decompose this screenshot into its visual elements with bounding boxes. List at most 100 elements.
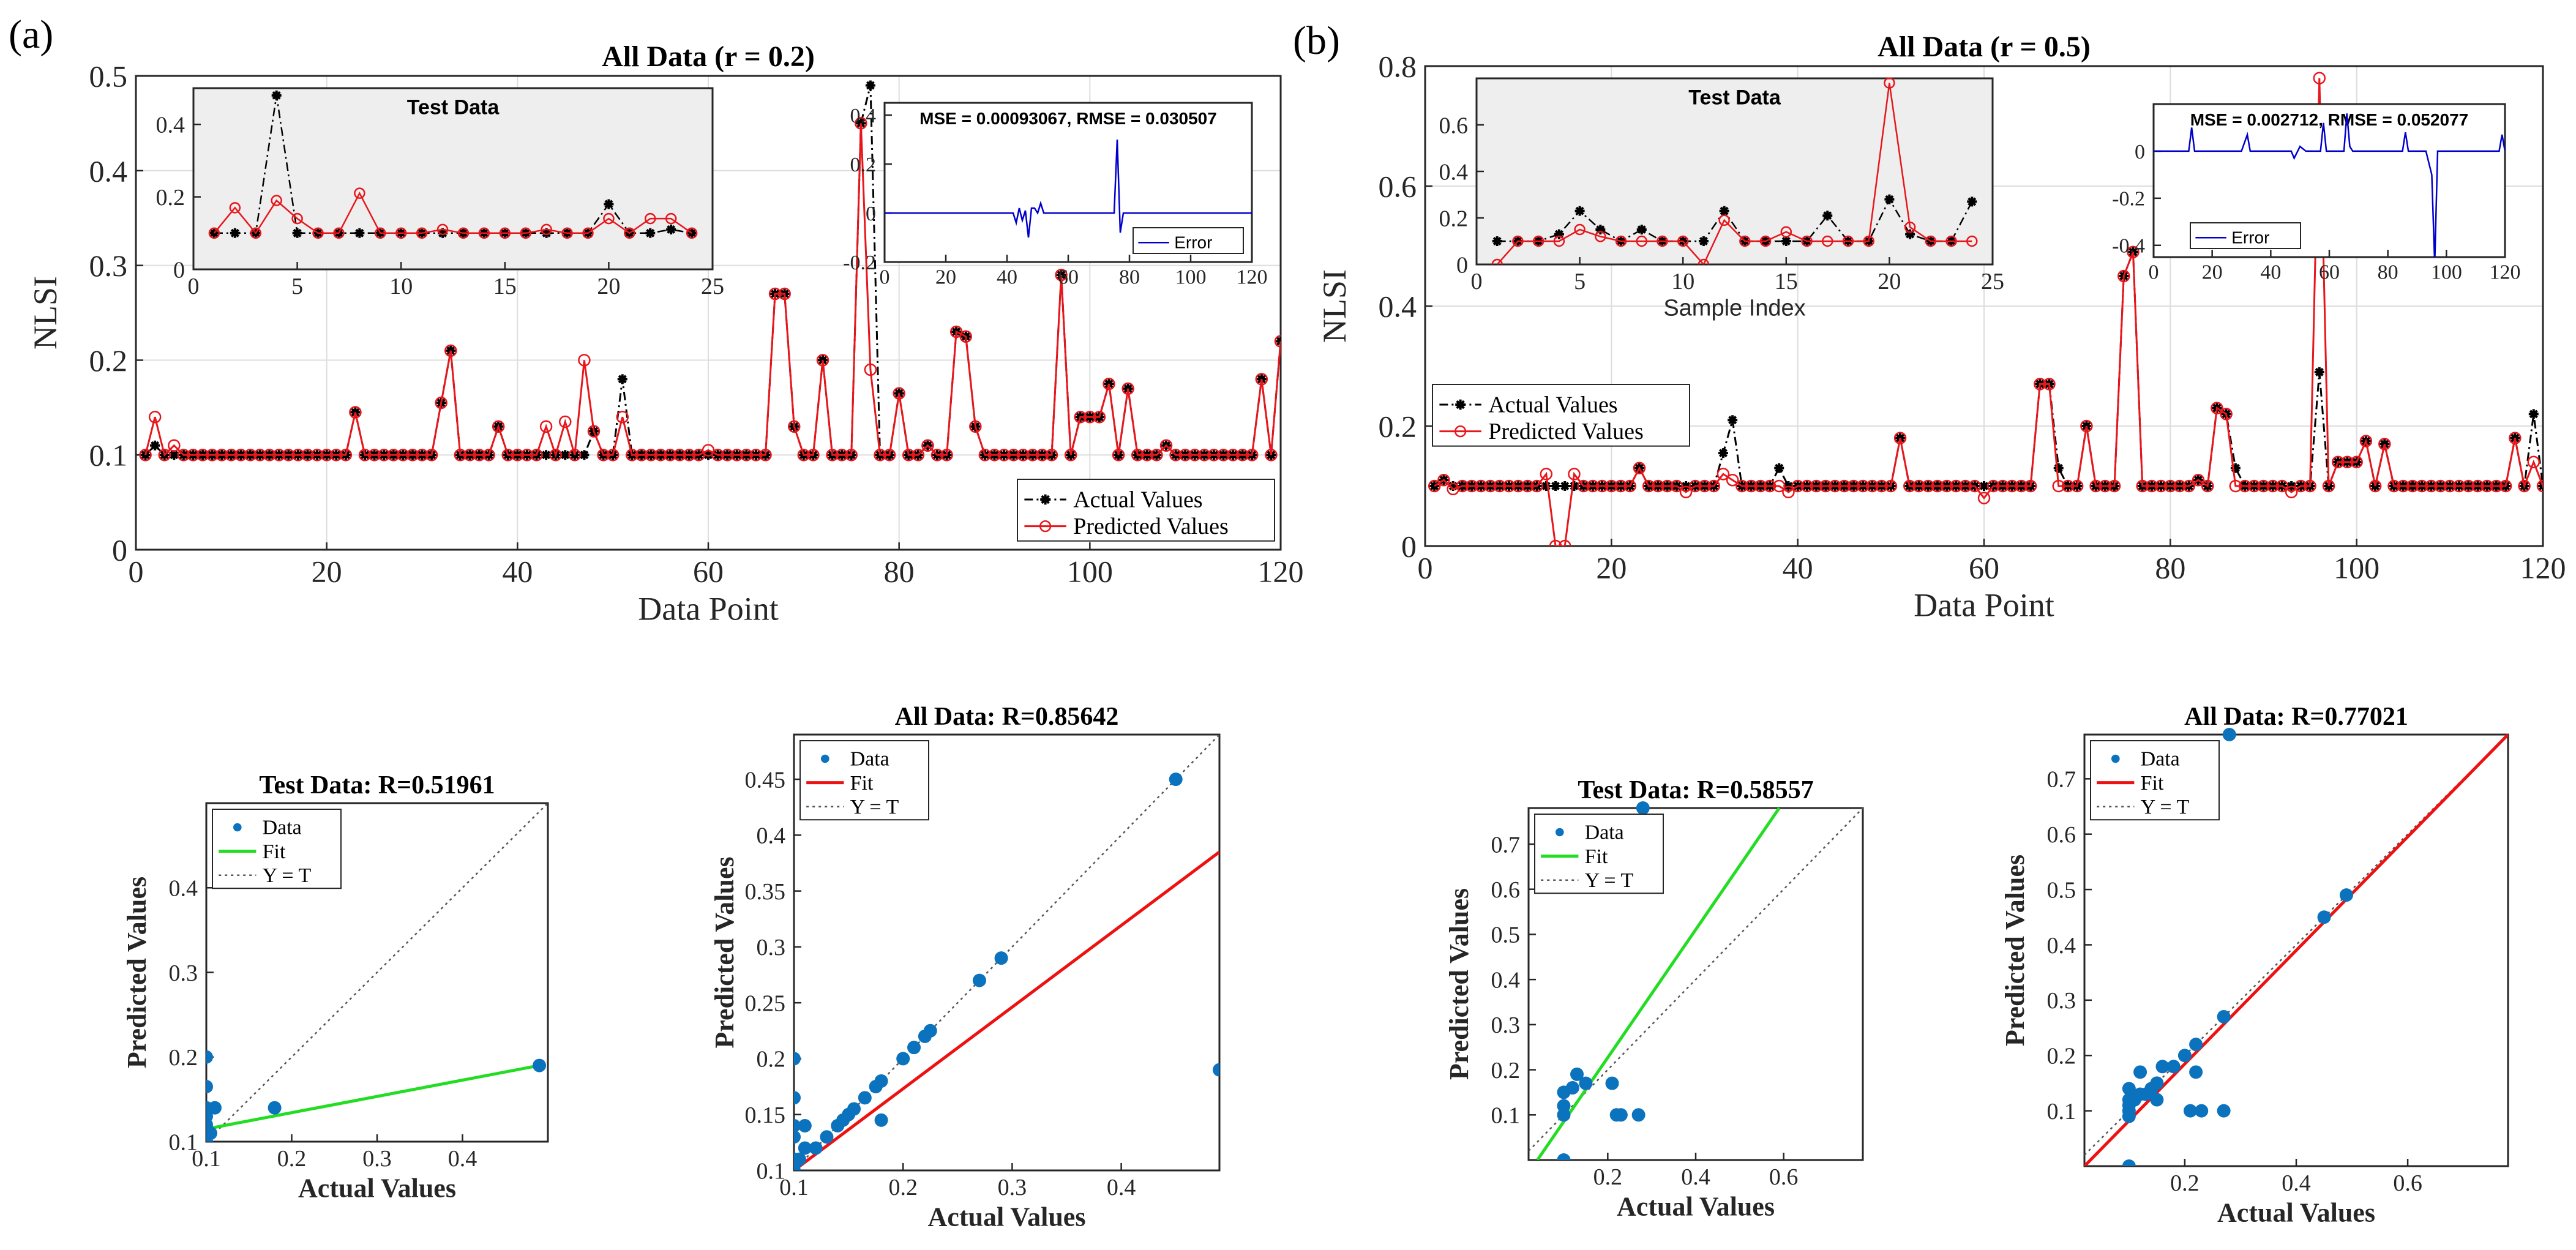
b_main-series-1-point	[1977, 492, 1991, 504]
b_main-xtick-label: 40	[1783, 551, 1813, 585]
a_main-series-1-point	[874, 448, 886, 462]
a_main-series-1-point	[416, 448, 429, 462]
b_main-xtick-label: 60	[1969, 551, 1999, 585]
a_main-series-1-point	[1178, 448, 1192, 462]
b_test_inset-series-1-point	[1636, 235, 1648, 247]
a_test_reg-legend-label: Fit	[263, 840, 286, 863]
a_error_inset-series-0-line	[885, 139, 1252, 238]
a_error_inset-xtick-label: 40	[997, 266, 1017, 289]
b_test_inset-series-1-point	[1821, 235, 1833, 247]
a_main-series-1-point	[959, 330, 972, 343]
a_main-series-1-point	[587, 425, 601, 438]
b_all_reg-data-point	[2150, 1093, 2164, 1107]
b_test_reg-legend	[1534, 814, 1664, 894]
b_main-series-1-point	[2211, 402, 2223, 414]
a_main-series-1-point	[1188, 448, 1201, 462]
b_main-series-1-point	[1679, 485, 1693, 499]
a_main-series-1-point	[673, 448, 686, 462]
a_main-xtick-label: 20	[312, 555, 342, 589]
a_all_reg-ytick-label: 0.25	[745, 990, 786, 1016]
a_main-series-1-point	[320, 448, 333, 462]
a_all_reg-data-point	[794, 1130, 801, 1144]
a_test_inset-series-1-point	[250, 227, 262, 239]
b_main-series-0-point	[2528, 409, 2539, 419]
b_test_reg-ytick-label: 0.4	[1491, 967, 1521, 993]
a_main-series-1-point	[768, 287, 782, 301]
a_error_inset-title: MSE = 0.00093067, RMSE = 0.030507	[919, 109, 1217, 128]
b_error_inset-xtick-label: 20	[2202, 261, 2223, 284]
b_main-series-1-point	[1791, 479, 1804, 493]
a_main-series-1-point	[349, 406, 362, 419]
a_main-series-1-point	[626, 448, 638, 462]
b_test_reg-data-point	[1565, 1081, 1579, 1095]
a_error_inset-ytick-label: 0	[866, 203, 876, 225]
a_main-series-1-point	[1169, 448, 1182, 462]
a_main-series-1-point	[559, 415, 572, 429]
a_all_reg-data-point	[874, 1074, 888, 1088]
b_main-series-1-point	[1866, 479, 1879, 493]
a_main-series-1-point	[645, 448, 657, 462]
b_main-legend-label: Actual Values	[1488, 392, 1617, 418]
a_main-series-1-point	[940, 448, 953, 462]
b_all_reg-legend-marker	[2111, 754, 2120, 763]
a_main-series-1-point	[1007, 448, 1020, 462]
b_main-series-1-point	[1810, 479, 1823, 493]
b_all_reg-group: 0.2 0.4 0.6 0.1 0.2 0.3 0.4 0.5 0.6 0.7 All Data: …	[2000, 703, 2509, 1228]
b_main-series-1-point	[1707, 479, 1720, 493]
b_all_reg-data-point	[2166, 1060, 2181, 1074]
a_main-series-1-point	[1131, 448, 1144, 462]
b_all_reg-data-point	[2184, 1104, 2197, 1118]
b_main-xlabel: Data Point	[1914, 587, 2054, 624]
b_test_reg-group: 0.2 0.4 0.6 0.1 0.2 0.3 0.4 0.5 0.6 0.7 Test Data:…	[1444, 776, 1864, 1222]
a_all_reg-data-point	[798, 1141, 812, 1155]
b_all_reg-data-point	[2217, 1104, 2231, 1118]
a_main-series-1-point	[253, 448, 266, 462]
b_main-ylabel: NLSI	[1316, 269, 1353, 343]
b_main-ytick-label: 0	[1401, 530, 1417, 564]
b_all_reg-data-point	[2177, 1049, 2192, 1063]
a_main-series-1-point	[463, 448, 476, 462]
b_all_reg-data-point	[2150, 1076, 2164, 1090]
b_all_reg-ylabel: Predicted Values	[2000, 855, 2030, 1046]
b_all_reg-data-point	[2155, 1060, 2170, 1074]
b_main-series-1-point	[1502, 479, 1516, 493]
a_main-series-1-point	[1112, 448, 1125, 462]
a_all_reg-data-point	[972, 973, 986, 987]
b_test_inset-series-1-point	[1863, 235, 1874, 247]
a_main-series-1-point	[1274, 335, 1281, 348]
a_test_inset-series-1-point	[416, 227, 428, 239]
a_main-series-1-point	[1084, 411, 1096, 424]
a_error_inset-xtick-label: 0	[880, 266, 890, 289]
b_test_inset-xtick-label: 25	[1981, 269, 2004, 294]
a_all_reg-data-point	[809, 1141, 823, 1155]
b_main-series-1-point	[2266, 479, 2279, 493]
a_main-xtick-label: 100	[1067, 555, 1113, 589]
a_main-series-1-point	[1285, 449, 1296, 460]
a_main-series-1-point	[606, 448, 620, 462]
a_main-series-1-point	[406, 448, 419, 462]
a_main-series-1-point	[1217, 448, 1230, 462]
a_main-xtick-label: 80	[884, 555, 915, 589]
a_test_reg-xtick-label: 0.3	[362, 1146, 392, 1172]
b_main-series-1-point	[2547, 433, 2558, 444]
b_test_inset-series-0-point	[1781, 236, 1791, 246]
a_main-series-1-point	[339, 448, 353, 462]
b_error_inset-xtick-label: 80	[2378, 261, 2398, 284]
a_test_reg-data-point	[533, 1058, 547, 1072]
b_main-series-1-point	[1456, 479, 1469, 493]
b_test_inset-series-1-point	[1759, 235, 1772, 247]
b_main-series-1-point	[1922, 479, 1934, 493]
a_main-series-1-point	[902, 448, 915, 462]
b_main-series-1-line	[1434, 78, 2543, 546]
a_main-series-1-point	[921, 439, 934, 452]
a_main-series-1-point	[664, 448, 676, 462]
b_main-series-1-point	[2108, 479, 2121, 493]
b_test_reg-legend-label: Fit	[1585, 845, 1608, 868]
b_test_inset-series-1-point	[1739, 235, 1751, 247]
a_all_reg-fit-line	[794, 850, 1219, 1170]
b_test_inset-series-0-point	[1636, 225, 1647, 234]
a_test_reg-ytick-label: 0.1	[169, 1129, 198, 1155]
a_test_reg-group: 0.1 0.2 0.3 0.4 0.1 0.2 0.3 0.4 Test Data: R=0.5…	[122, 771, 549, 1203]
a_main-series-1-point	[1255, 373, 1268, 386]
b_main-series-0-point	[1979, 481, 1989, 491]
